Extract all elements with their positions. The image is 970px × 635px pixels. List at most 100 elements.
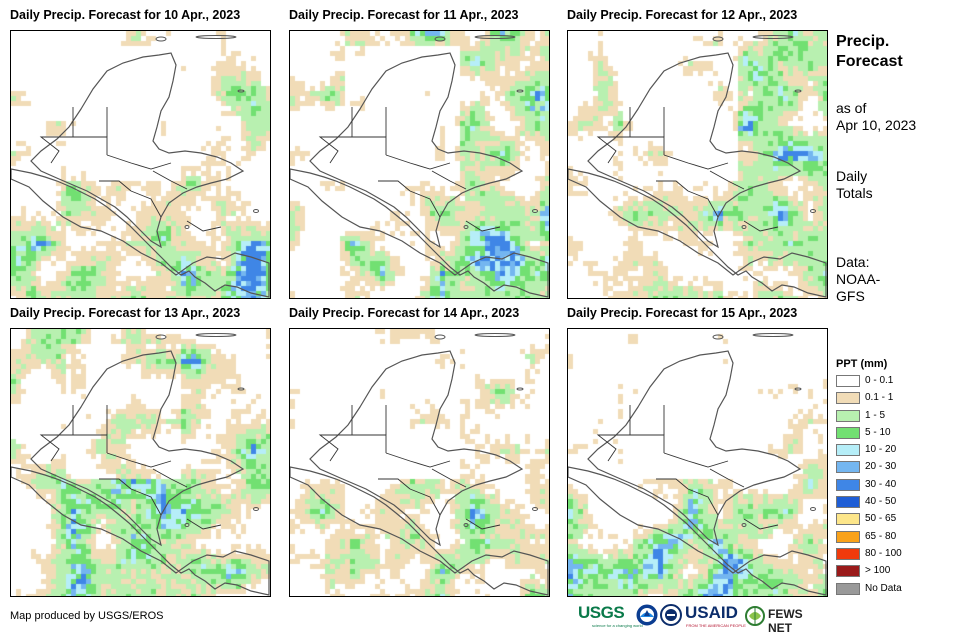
legend-label: 80 - 100 [865,547,902,559]
island [794,387,802,391]
totals-label: Totals [836,185,873,201]
usaid-seal-icon [660,604,682,626]
precip-raster [290,329,549,596]
asof-date: Apr 10, 2023 [836,117,917,133]
forecast-panel-apr-14: Daily Precip. Forecast for 14 Apr., 2023 [289,306,569,606]
legend-label: 0.1 - 1 [865,392,894,404]
legend-label: 10 - 20 [865,444,897,456]
legend-swatch [836,392,860,405]
legend-label: > 100 [865,565,891,577]
coastline [568,466,827,596]
island [463,225,469,229]
forecast-panel-apr-15: Daily Precip. Forecast for 15 Apr., 2023 [567,306,847,606]
island [532,507,538,511]
island [463,523,469,527]
panel-title: Daily Precip. Forecast for 15 Apr., 2023 [567,306,798,320]
country-border [73,136,108,155]
legend-item: 30 - 40 [836,477,966,494]
island [253,209,259,213]
daily-label: Daily [836,168,868,184]
country-border [431,468,467,488]
country-border [99,180,132,192]
island [195,35,237,39]
country-border [409,488,441,516]
country-border [39,405,74,462]
island [794,89,802,93]
country-border [709,468,745,488]
country-border [656,180,689,192]
country-border [743,518,779,530]
legend-item: 1 - 5 [836,408,966,425]
coastline [309,350,524,547]
island [474,333,516,337]
legend-item: 0 - 0.1 [836,373,966,390]
country-border [663,154,729,170]
country-border [352,136,387,155]
legend-swatch [836,461,860,474]
country-border [687,488,719,516]
country-border [596,107,631,164]
panel-title: Daily Precip. Forecast for 11 Apr., 2023 [289,8,519,22]
country-border [630,434,665,453]
country-border [186,518,222,530]
country-border [99,478,132,490]
island [810,507,816,511]
island [516,387,524,391]
country-outlines [11,333,270,596]
legend-item: > 100 [836,563,966,580]
country-border [409,190,441,218]
panel-title: Daily Precip. Forecast for 13 Apr., 2023 [10,306,241,320]
country-border [630,136,665,155]
usgs-tagline: science for a changing world [592,623,643,628]
country-border [152,170,188,190]
country-border [385,452,451,468]
coastline [11,168,270,298]
island [516,89,524,93]
country-border [385,154,451,170]
country-border [743,220,779,232]
country-outlines [11,35,270,298]
country-border [663,452,729,468]
map-credit: Map produced by USGS/EROS [10,610,164,622]
country-outlines [290,333,549,596]
legend-item: 0.1 - 1 [836,390,966,407]
sidebar-title: Precip. Forecast [836,32,966,72]
legend-label: 50 - 65 [865,513,897,525]
noaa-seal-icon [636,604,658,626]
fews-net-logo: FEWS NET [768,607,803,635]
island [434,36,446,42]
legend-swatch [836,530,860,543]
precip-map [10,328,271,597]
country-border [596,405,631,462]
ppt-legend: PPT (mm) 0 - 0.1 0.1 - 1 1 - 5 5 - 10 10 - 2… [836,358,966,598]
legend-item: 50 - 65 [836,511,966,528]
coastline [587,52,802,249]
country-border [378,478,411,490]
island [712,334,724,340]
country-border [186,220,222,232]
country-border [318,107,353,164]
island [237,89,245,93]
forecast-panel-apr-12: Daily Precip. Forecast for 12 Apr., 2023 [567,8,847,308]
island [237,387,245,391]
data-label: Data: [836,254,870,270]
legend-items: 0 - 0.1 0.1 - 1 1 - 5 5 - 10 10 - 20 20 - 30 3… [836,373,966,598]
country-border [709,170,745,190]
sidebar-daily-totals: Daily Totals [836,168,966,202]
precip-map [567,30,828,299]
country-border [39,107,74,164]
precip-raster [568,31,827,298]
usaid-logo: USAID [685,603,738,622]
coastline [309,52,524,249]
sidebar-title-line2: Forecast [836,53,903,70]
precip-raster [11,31,270,298]
country-outlines [568,333,827,596]
legend-label: 1 - 5 [865,409,886,421]
country-border [378,180,411,192]
panel-title: Daily Precip. Forecast for 12 Apr., 2023 [567,8,798,22]
legend-swatch [836,375,860,387]
country-border [152,468,188,488]
country-border [656,478,689,490]
country-border [352,434,387,453]
island [184,523,190,527]
